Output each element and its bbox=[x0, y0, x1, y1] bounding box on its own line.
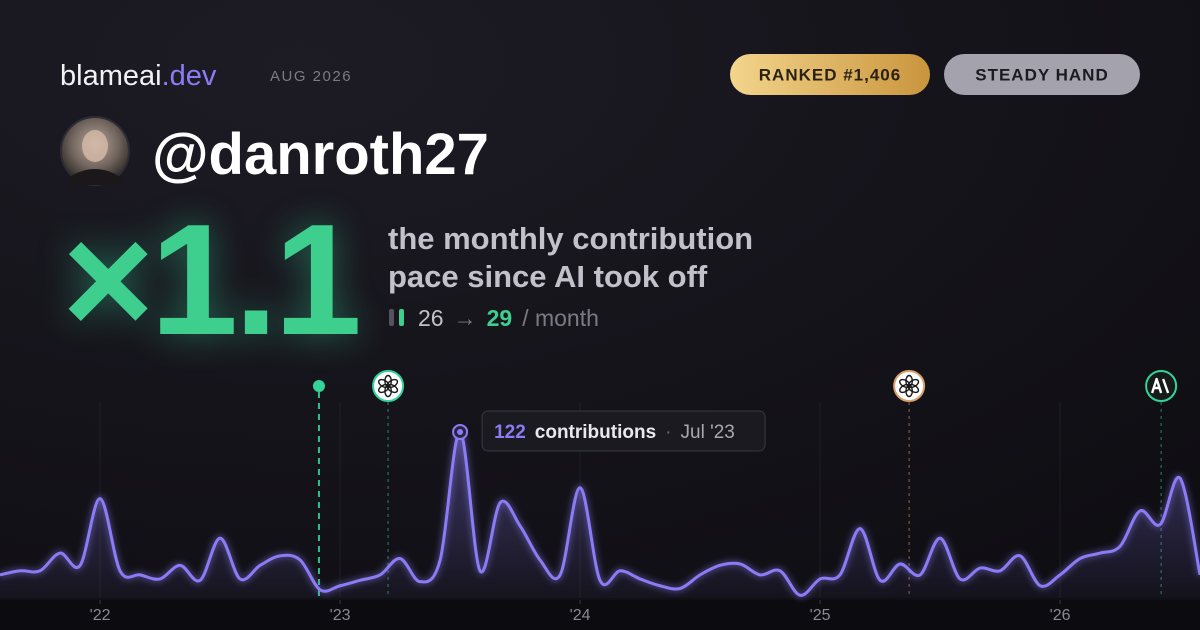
event-icon-glyph bbox=[899, 378, 911, 389]
pace-unit: / month bbox=[522, 305, 599, 331]
pace-after: 29 bbox=[487, 305, 513, 331]
highlight-core bbox=[457, 428, 464, 435]
stat-icon bbox=[399, 309, 404, 326]
event-dot bbox=[312, 380, 325, 392]
avatar-body bbox=[68, 169, 122, 185]
event-icon-glyph bbox=[378, 378, 390, 389]
rank-badge: RANKED #1,406 bbox=[759, 66, 901, 85]
tooltip: 122 contributions · Jul '23 bbox=[494, 422, 735, 443]
x-tick-label: '25 bbox=[810, 607, 831, 624]
x-tick-label: '24 bbox=[570, 607, 591, 624]
chart: '22 '23 '24 '25 '26 122 contributions · Jul '23 bbox=[0, 370, 1200, 624]
period: AUG 2026 bbox=[270, 68, 352, 85]
avatar-face bbox=[82, 130, 108, 162]
pace-stats: 26 → 29 / month bbox=[418, 305, 599, 331]
caption-line: the monthly contribution bbox=[388, 221, 753, 256]
event-icon-glyph bbox=[1150, 377, 1170, 394]
tooltip-value: 122 bbox=[494, 422, 526, 443]
tooltip-sep: · bbox=[665, 422, 671, 443]
event-icon bbox=[1145, 370, 1178, 402]
x-tick-label: '22 bbox=[90, 607, 111, 624]
tooltip-date: Jul '23 bbox=[681, 422, 735, 443]
x-tick-label: '23 bbox=[330, 607, 351, 624]
brand: blameai.dev bbox=[60, 60, 217, 92]
x-tick-label: '26 bbox=[1050, 607, 1071, 624]
line bbox=[0, 430, 1200, 597]
caption-line: pace since AI took off bbox=[388, 259, 708, 294]
rank-badge-bg bbox=[730, 54, 930, 95]
area bbox=[0, 431, 1200, 598]
stat-icon bbox=[389, 309, 394, 326]
tooltip-unit: contributions bbox=[535, 422, 656, 443]
brand-suffix: .dev bbox=[162, 60, 217, 92]
multiplier: ×1.1 bbox=[62, 192, 358, 368]
pace-arrow: → bbox=[454, 305, 477, 331]
handle: @danroth27 bbox=[152, 122, 489, 187]
pace-before: 26 bbox=[418, 305, 444, 331]
axis-band bbox=[0, 600, 1200, 630]
tooltip-bg bbox=[481, 410, 766, 452]
style-badge-bg bbox=[944, 54, 1140, 95]
brand-name: blameai bbox=[60, 60, 162, 92]
style-badge: STEADY HAND bbox=[975, 66, 1108, 85]
